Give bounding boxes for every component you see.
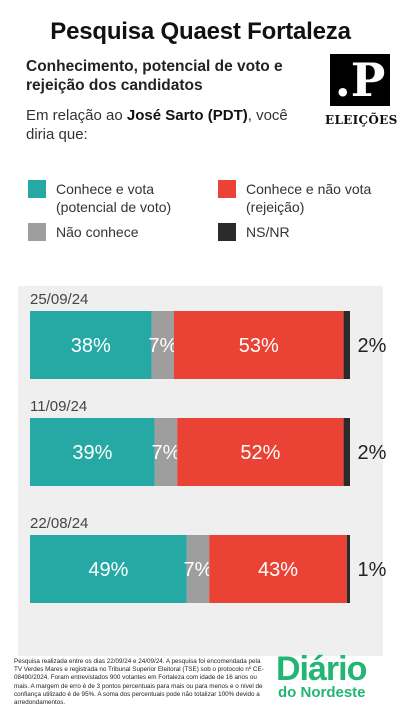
data-label: 7% — [152, 442, 181, 464]
legend-label-reject: Conhece e não vota (rejeição) — [246, 181, 372, 215]
legend-label-nsnr: NS/NR — [246, 224, 290, 240]
question-text: Em relação ao José Sarto (PDT), você dir… — [26, 106, 316, 144]
diario-do-nordeste-logo: Diário do Nordeste — [276, 652, 396, 700]
data-label: 2% — [358, 442, 387, 464]
legend-swatch-unknown — [28, 223, 46, 241]
data-label: 43% — [258, 559, 298, 581]
date-label: 22/08/24 — [30, 515, 88, 532]
data-label: 7% — [184, 559, 213, 581]
logo-label: ELEIÇÕES — [325, 113, 398, 127]
data-label: 53% — [239, 335, 279, 357]
legend-swatch-vote — [28, 180, 46, 198]
bar-segment — [343, 311, 350, 379]
bar-segment — [186, 535, 210, 603]
legend-label-vote: Conhece e vota (potencial de voto) — [56, 181, 172, 215]
brand-subtitle: do Nordeste — [278, 684, 366, 701]
bar-segment — [30, 535, 187, 603]
data-label: 38% — [71, 335, 111, 357]
data-label: 52% — [240, 442, 280, 464]
data-label: 39% — [72, 442, 112, 464]
data-label: 2% — [358, 335, 387, 357]
brand-name: Diário — [276, 650, 367, 688]
data-label: 49% — [88, 559, 128, 581]
bar-segment — [30, 418, 155, 486]
bar-segment — [343, 418, 350, 486]
page-subtitle: Conhecimento, potencial de voto e rejeiç… — [26, 58, 283, 94]
opovo-logo: .P — [330, 54, 390, 106]
date-label: 11/09/24 — [30, 398, 87, 415]
bar-segment — [174, 311, 344, 379]
question-prefix: Em relação ao — [26, 107, 127, 124]
question-candidate: José Sarto (PDT) — [126, 107, 248, 124]
bar-segment — [346, 535, 350, 603]
bar-segment — [177, 418, 344, 486]
data-label: 7% — [148, 335, 177, 357]
bar-segment — [154, 418, 178, 486]
bar-segment — [30, 311, 152, 379]
legend-swatch-reject — [218, 180, 236, 198]
date-label: 25/09/24 — [30, 291, 88, 308]
question-suffix: , você diria que: — [26, 107, 288, 143]
methodology-footnote: Pesquisa realizada entre os dias 22/09/2… — [14, 658, 264, 707]
page-title: Pesquisa Quaest Fortaleza — [50, 18, 351, 45]
data-label: 1% — [358, 559, 387, 581]
legend-label-unknown: Não conhece — [56, 224, 139, 240]
bar-segment — [151, 311, 174, 379]
bar-segment — [209, 535, 347, 603]
legend-swatch-nsnr — [218, 223, 236, 241]
